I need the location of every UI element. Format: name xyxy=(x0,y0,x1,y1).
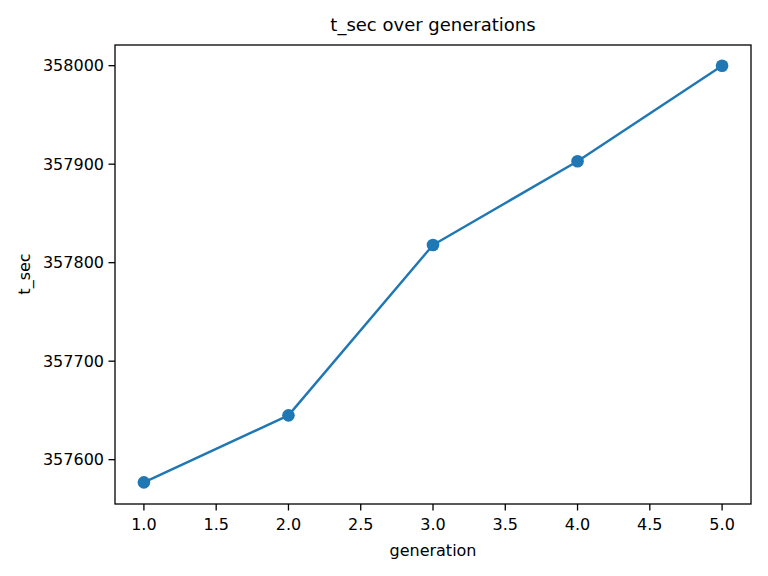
x-tick-label: 5.0 xyxy=(709,515,734,534)
y-tick-label: 358000 xyxy=(43,56,104,75)
x-tick-label: 4.5 xyxy=(637,515,662,534)
x-axis-label: generation xyxy=(389,541,476,560)
y-axis-label: t_sec xyxy=(15,253,35,294)
data-point xyxy=(427,239,440,252)
x-tick-label: 2.5 xyxy=(348,515,373,534)
data-point xyxy=(138,476,151,489)
axes-spines xyxy=(115,45,751,504)
plot-area: 1.0 1.5 2.0 2.5 3.0 3.5 4.0 4.5 5.0 357600 357700 3… xyxy=(43,45,751,534)
y-tick-label: 357600 xyxy=(43,450,104,469)
figure: 1.0 1.5 2.0 2.5 3.0 3.5 4.0 4.5 5.0 357600 357700 3… xyxy=(0,0,768,576)
data-point xyxy=(282,409,295,422)
y-tick-label: 357800 xyxy=(43,253,104,272)
line-chart: 1.0 1.5 2.0 2.5 3.0 3.5 4.0 4.5 5.0 357600 357700 3… xyxy=(0,0,768,576)
x-tick-label: 3.5 xyxy=(493,515,518,534)
x-tick-label: 4.0 xyxy=(565,515,590,534)
x-tick-label: 1.5 xyxy=(203,515,228,534)
x-tick-label: 1.0 xyxy=(131,515,156,534)
chart-title: t_sec over generations xyxy=(330,14,535,36)
x-tick-label: 3.0 xyxy=(420,515,445,534)
data-point xyxy=(571,155,584,168)
data-point xyxy=(716,59,729,72)
y-tick-label: 357900 xyxy=(43,155,104,174)
x-tick-label: 2.0 xyxy=(276,515,301,534)
y-tick-label: 357700 xyxy=(43,352,104,371)
data-line xyxy=(144,66,722,483)
